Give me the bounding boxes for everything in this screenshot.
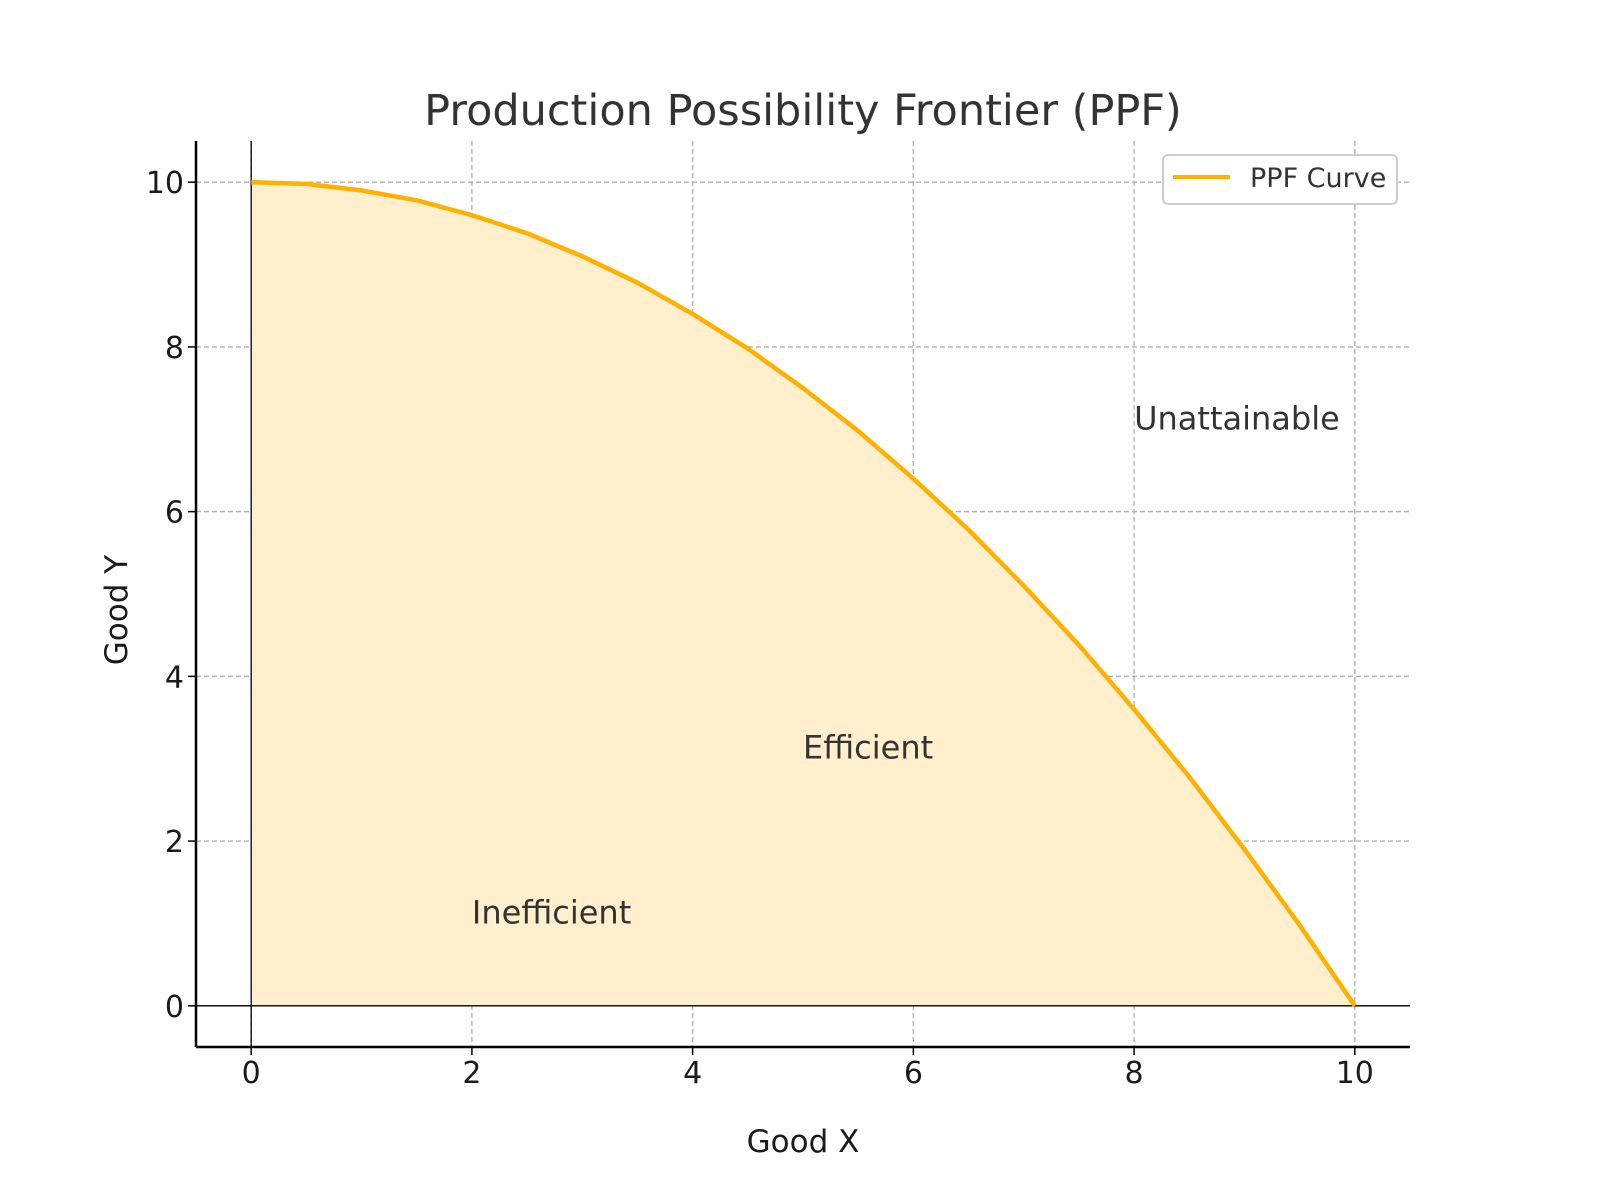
x-tick-label: 4 [683, 1056, 702, 1091]
y-axis-ticks: 0 2 4 6 8 10 [146, 166, 196, 1025]
x-axis-label: Good X [747, 1124, 860, 1160]
chart-title: Production Possibility Frontier (PPF) [424, 86, 1182, 136]
x-tick-label: 0 [242, 1056, 261, 1091]
legend: PPF Curve [1162, 154, 1398, 205]
x-tick-label: 6 [904, 1056, 923, 1091]
y-tick-label: 4 [165, 660, 184, 695]
ppf-curve [251, 179, 1357, 1008]
legend-label: PPF Curve [1250, 163, 1386, 194]
x-tick-label: 8 [1125, 1056, 1144, 1091]
y-tick-label: 2 [165, 825, 184, 860]
region-annotations: Inefficient Efficient Unattainable [472, 399, 1340, 931]
x-axis-ticks: 0 2 4 6 8 10 [242, 1047, 1374, 1091]
y-tick-label: 8 [165, 331, 184, 366]
x-tick-label: 10 [1336, 1056, 1374, 1091]
axes [194, 141, 1410, 1049]
y-tick-label: 10 [146, 166, 184, 201]
y-tick-label: 6 [165, 496, 184, 531]
region-annotation: Inefficient [472, 893, 631, 931]
region-annotation: Efficient [803, 729, 933, 767]
x-tick-label: 2 [462, 1056, 481, 1091]
y-tick-label: 0 [165, 990, 184, 1025]
y-axis-label: Good Y [99, 555, 135, 665]
ppf-fill [251, 182, 1355, 1006]
region-annotation: Unattainable [1134, 399, 1340, 437]
ppf-fill-area [251, 182, 1355, 1006]
zero-lines [196, 141, 1410, 1047]
ppf-curve-series [251, 179, 1357, 1008]
legend-box [1162, 154, 1398, 205]
